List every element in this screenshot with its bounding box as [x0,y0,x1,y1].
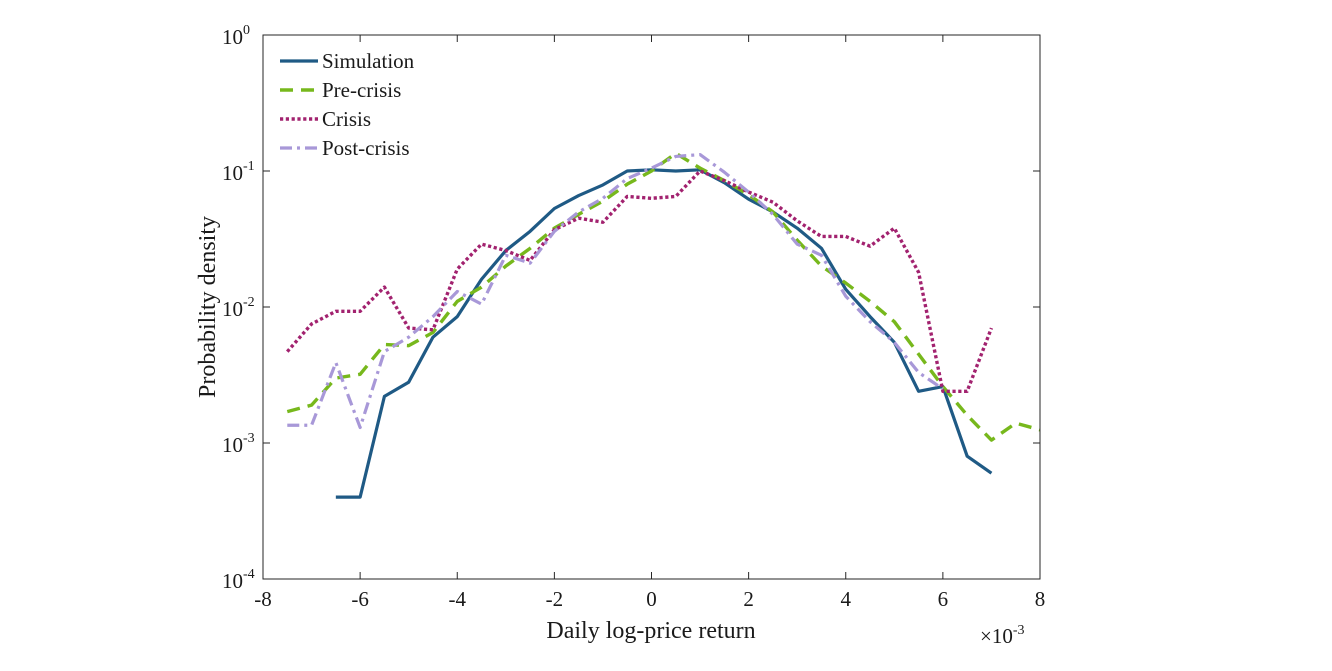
y-tick-label-exponent: -4 [243,567,255,582]
legend-label-crisis: Crisis [322,107,371,131]
x-tick-label: -6 [351,587,369,611]
y-tick-label: 10-1 [222,159,255,185]
x-axis-multiplier: ×10-3 [980,623,1025,648]
x-tick-label: -2 [546,587,564,611]
legend-label-post-crisis: Post-crisis [322,136,410,160]
x-multiplier-exponent: -3 [1013,623,1025,638]
y-tick-label-base: 10 [222,25,243,49]
x-tick-label: 4 [841,587,852,611]
series-line-simulation [335,168,993,499]
y-tick-label: 10-2 [222,295,255,321]
y-tick-label-base: 10 [222,297,243,321]
y-tick-label: 100 [222,23,250,49]
x-multiplier-base: ×10 [980,624,1013,648]
legend: Simulation Pre-crisis Crisis Post-crisis [280,49,415,160]
series-line-crisis [286,169,994,393]
y-tick-label-exponent: -3 [243,431,255,446]
series-line-pre-crisis [286,151,1041,442]
x-tick-label: 0 [646,587,657,611]
x-tick-label: -8 [254,587,272,611]
x-tick-label: 6 [938,587,949,611]
y-tick-label: 10-4 [222,567,255,593]
plot-frame [262,34,1041,580]
y-tick-label-exponent: -2 [243,295,255,310]
y-tick-label-exponent: -1 [243,159,255,174]
y-tick-label-base: 10 [222,433,243,457]
series-layer [286,151,1041,499]
legend-label-pre-crisis: Pre-crisis [322,78,401,102]
y-tick-label-base: 10 [222,161,243,185]
y-tick-label-base: 10 [222,569,243,593]
series-line-post-crisis [287,153,944,430]
y-tick-label-exponent: 0 [243,23,250,38]
legend-label-simulation: Simulation [322,49,415,73]
y-axis-label: Probability density [195,216,221,398]
y-tick-label: 10-3 [222,431,255,457]
x-tick-label: 8 [1035,587,1046,611]
x-axis-label: Daily log-price return [546,618,755,644]
x-tick-label: 2 [743,587,754,611]
x-tick-label: -4 [449,587,467,611]
